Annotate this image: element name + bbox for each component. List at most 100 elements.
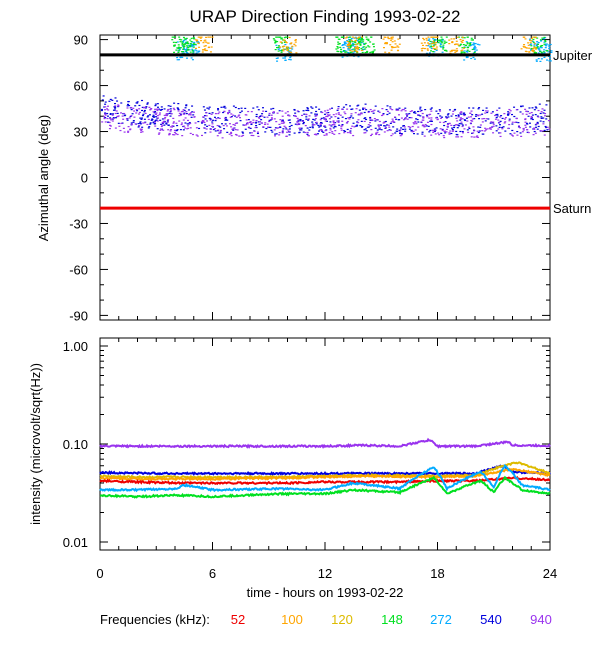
azimuth-point-100 — [198, 46, 201, 48]
azimuth-point-940 — [455, 136, 458, 138]
intensity-series-100 — [99, 467, 551, 482]
azimuth-point-940 — [527, 131, 530, 134]
azimuth-point-940 — [228, 133, 231, 135]
azimuth-point-272 — [288, 52, 291, 54]
azimuth-point-272 — [463, 50, 466, 52]
azimuth-point-940 — [205, 112, 208, 114]
azimuth-point-940 — [369, 118, 372, 120]
azimuth-point-272 — [347, 37, 350, 39]
azimuth-point-940 — [415, 123, 418, 125]
azimuth-point-272 — [186, 52, 189, 54]
azimuth-point-540 — [183, 109, 186, 112]
azimuth-point-940 — [323, 125, 326, 127]
azimuth-point-940 — [445, 117, 448, 119]
azimuth-point-272 — [427, 39, 430, 42]
azimuth-point-940 — [219, 129, 222, 132]
azimuth-point-148 — [464, 44, 467, 46]
azimuth-point-940 — [400, 117, 403, 119]
azimuth-point-540 — [460, 113, 463, 115]
azimuth-point-940 — [122, 118, 125, 120]
azimuth-point-148 — [364, 42, 367, 44]
azimuth-point-940 — [546, 126, 549, 128]
azimuth-point-940 — [476, 114, 479, 116]
azimuth-point-100 — [198, 36, 201, 38]
azimuth-point-940 — [248, 121, 251, 124]
azimuth-point-940 — [331, 131, 334, 133]
azimuth-point-540 — [308, 129, 311, 131]
azimuth-point-100 — [360, 36, 363, 38]
azimuth-point-148 — [339, 50, 342, 52]
azimuth-point-100 — [420, 48, 423, 50]
azimuth-point-272 — [430, 47, 433, 50]
azimuth-point-940 — [170, 113, 173, 115]
azimuth-point-940 — [539, 130, 542, 132]
azimuth-point-940 — [230, 113, 233, 115]
azimuth-point-940 — [215, 118, 218, 120]
azimuth-point-940 — [454, 124, 457, 126]
azimuth-point-940 — [524, 126, 527, 128]
azimuth-point-148 — [430, 45, 433, 47]
azimuth-point-540 — [101, 99, 104, 101]
azimuth-point-940 — [452, 130, 455, 132]
azimuth-point-148 — [359, 40, 362, 42]
azimuth-point-148 — [354, 42, 357, 44]
azimuth-point-272 — [289, 50, 292, 52]
azimuth-point-940 — [404, 110, 407, 112]
azimuth-point-540 — [435, 110, 438, 112]
azimuth-point-940 — [156, 115, 159, 117]
azimuth-point-940 — [514, 121, 517, 123]
azimuth-point-148 — [543, 36, 546, 38]
azimuth-point-940 — [129, 128, 132, 130]
azimuth-point-100 — [390, 46, 393, 48]
azimuth-point-272 — [277, 48, 280, 50]
azimuth-point-540 — [425, 114, 428, 116]
azimuth-point-148 — [442, 46, 445, 49]
azimuth-point-100 — [197, 42, 200, 44]
azimuth-point-940 — [402, 108, 405, 111]
azimuth-point-540 — [206, 125, 209, 127]
azimuth-point-148 — [356, 51, 359, 54]
azimuth-point-940 — [138, 111, 141, 114]
azimuth-point-940 — [209, 128, 212, 131]
azimuth-point-940 — [436, 119, 439, 121]
azimuth-point-940 — [378, 120, 381, 123]
azimuth-point-540 — [305, 118, 308, 120]
azimuth-point-940 — [438, 134, 441, 136]
azimuth-point-940 — [498, 121, 501, 123]
azimuth-point-272 — [550, 51, 553, 53]
azimuth-point-272 — [193, 41, 196, 44]
azimuth-point-100 — [524, 47, 527, 49]
azimuth-point-148 — [541, 37, 544, 39]
azimuth-point-940 — [111, 114, 114, 116]
azimuth-point-540 — [352, 122, 355, 124]
azimuth-point-940 — [363, 120, 366, 123]
azimuth-point-540 — [419, 106, 422, 108]
azimuth-point-540 — [128, 104, 131, 107]
azimuth-point-100 — [448, 39, 451, 41]
azimuth-point-100 — [354, 40, 357, 42]
azimuth-point-540 — [544, 125, 547, 128]
azimuth-point-540 — [395, 118, 398, 120]
azimuth-point-540 — [501, 117, 504, 120]
azimuth-point-940 — [205, 128, 208, 130]
azimuth-point-540 — [508, 118, 511, 120]
azimuth-point-148 — [186, 41, 189, 43]
azimuth-point-940 — [250, 122, 253, 124]
azimuth-point-540 — [534, 124, 537, 126]
azimuth-point-272 — [545, 43, 548, 45]
azimuth-point-940 — [441, 129, 444, 131]
azimuth-point-940 — [141, 131, 144, 133]
azimuth-point-940 — [357, 119, 360, 121]
azimuth-point-100 — [423, 42, 426, 44]
azimuth-point-940 — [397, 109, 400, 111]
azimuth-point-540 — [463, 112, 466, 114]
azimuth-point-148 — [185, 50, 188, 52]
azimuth-point-940 — [280, 120, 283, 122]
azimuth-point-540 — [179, 113, 182, 115]
azimuth-point-100 — [528, 39, 531, 42]
azimuth-point-940 — [371, 133, 374, 135]
azimuth-point-540 — [324, 126, 327, 128]
azimuth-point-940 — [350, 113, 353, 115]
azimuth-point-940 — [378, 133, 381, 136]
azimuth-point-940 — [237, 115, 240, 117]
